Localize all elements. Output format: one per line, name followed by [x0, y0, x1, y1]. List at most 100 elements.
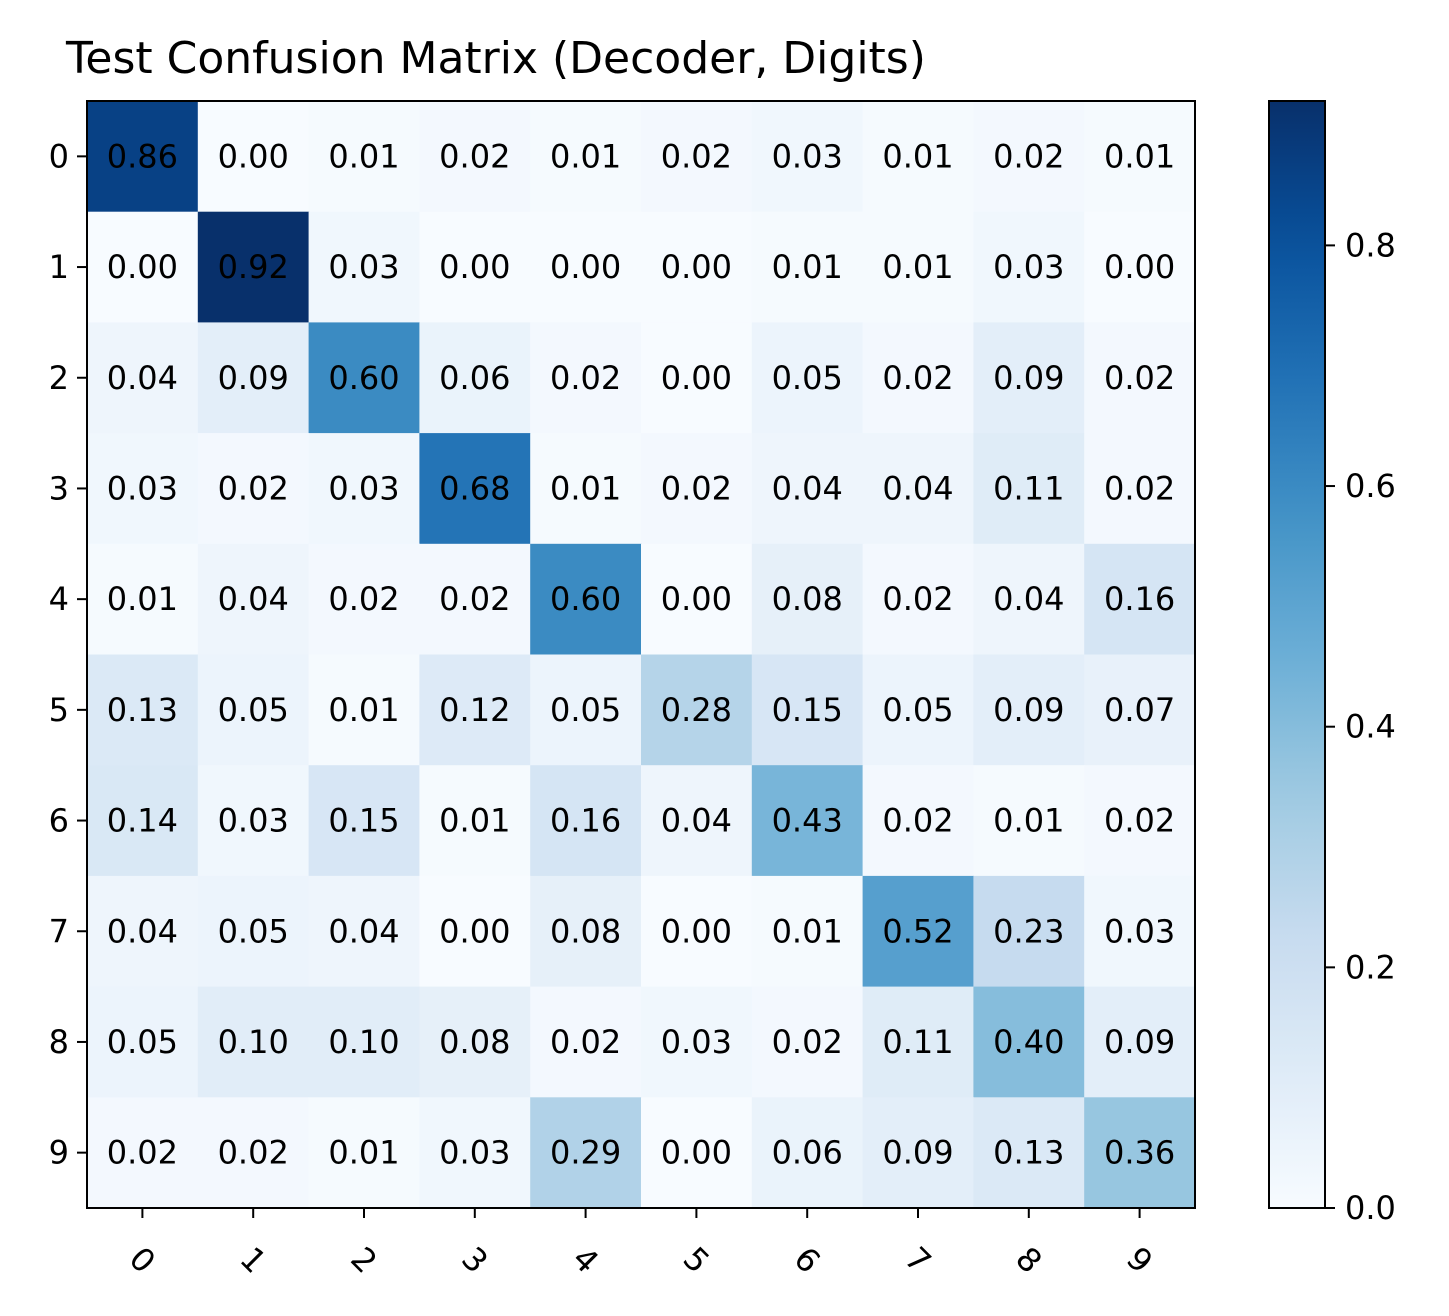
- cell-label-2-0: 0.04: [107, 359, 178, 397]
- cell-label-4-8: 0.04: [993, 580, 1064, 618]
- cell-9-0: [87, 1097, 199, 1209]
- cell-label-7-7: 0.52: [882, 912, 953, 950]
- cell-label-3-6: 0.04: [772, 469, 843, 507]
- cell-label-0-0: 0.86: [107, 137, 178, 175]
- cell-label-0-6: 0.03: [772, 137, 843, 175]
- cell-label-5-5: 0.28: [661, 691, 732, 729]
- cell-label-7-4: 0.08: [550, 912, 621, 950]
- cell-9-1: [197, 1097, 310, 1209]
- cell-label-6-8: 0.01: [993, 802, 1064, 840]
- cell-label-1-8: 0.03: [993, 248, 1064, 286]
- cell-4-9: [1084, 543, 1196, 656]
- colorbar: [1268, 100, 1326, 1209]
- cell-6-0: [87, 765, 199, 877]
- cell-label-6-2: 0.15: [328, 802, 399, 840]
- cell-label-2-8: 0.09: [993, 359, 1064, 397]
- x-tick-label-4: 4: [565, 1239, 606, 1280]
- cell-label-6-9: 0.02: [1104, 802, 1175, 840]
- cell-7-8: [973, 875, 1085, 988]
- cell-3-6: [751, 433, 864, 545]
- cell-3-5: [641, 433, 753, 545]
- cell-3-9: [1084, 433, 1196, 545]
- cell-label-2-9: 0.02: [1104, 359, 1175, 397]
- cell-label-7-2: 0.04: [328, 912, 399, 950]
- cell-label-1-7: 0.01: [882, 248, 953, 286]
- cell-4-5: [641, 543, 753, 656]
- cell-6-5: [641, 765, 753, 877]
- y-tick-label-4: 4: [49, 580, 69, 618]
- cell-label-6-4: 0.16: [550, 802, 621, 840]
- x-tick-label-3: 3: [454, 1239, 495, 1280]
- cell-1-7: [862, 211, 974, 323]
- cell-9-4: [530, 1097, 642, 1209]
- cell-9-9: [1084, 1097, 1196, 1209]
- cell-label-5-3: 0.12: [439, 691, 510, 729]
- cell-2-4: [530, 322, 642, 434]
- cell-2-8: [973, 322, 1085, 434]
- cell-label-0-2: 0.01: [328, 137, 399, 175]
- cell-3-0: [87, 433, 199, 545]
- cell-label-5-2: 0.01: [328, 691, 399, 729]
- cell-label-2-5: 0.00: [661, 359, 732, 397]
- cell-label-7-5: 0.00: [661, 912, 732, 950]
- cell-0-9: [1084, 101, 1196, 213]
- cell-label-7-9: 0.03: [1104, 912, 1175, 950]
- cell-label-4-3: 0.02: [439, 580, 510, 618]
- cell-label-3-8: 0.11: [993, 469, 1064, 507]
- cell-label-7-6: 0.01: [772, 912, 843, 950]
- cell-label-8-6: 0.02: [772, 1023, 843, 1061]
- cell-label-8-4: 0.02: [550, 1023, 621, 1061]
- cell-1-0: [87, 211, 199, 323]
- cell-label-4-9: 0.16: [1104, 580, 1175, 618]
- y-axis: 0 1 2 3 4 5 6 7 8 9: [49, 137, 87, 1172]
- cell-label-3-0: 0.03: [107, 469, 178, 507]
- y-tick-label-2: 2: [49, 359, 69, 397]
- cell-5-3: [419, 654, 531, 766]
- cell-label-3-2: 0.03: [328, 469, 399, 507]
- cell-label-9-8: 0.13: [993, 1134, 1064, 1172]
- cell-2-3: [419, 322, 531, 434]
- x-axis: 0 1 2 3 4 5 6 7 8 9: [122, 1208, 1160, 1281]
- cell-4-2: [308, 543, 420, 656]
- cell-label-4-2: 0.02: [328, 580, 399, 618]
- heatmap-cells: [87, 101, 1196, 1209]
- cell-label-0-8: 0.02: [993, 137, 1064, 175]
- cell-5-1: [197, 654, 310, 766]
- y-tick-label-3: 3: [49, 469, 69, 507]
- cell-label-9-9: 0.36: [1104, 1134, 1175, 1172]
- cell-label-6-6: 0.43: [772, 802, 843, 840]
- cell-2-5: [641, 322, 753, 434]
- cell-1-2: [308, 211, 420, 323]
- cell-8-5: [641, 986, 753, 1098]
- cell-3-4: [530, 433, 642, 545]
- cell-7-7: [862, 875, 974, 988]
- cell-label-1-2: 0.03: [328, 248, 399, 286]
- y-tick-label-9: 9: [49, 1134, 69, 1172]
- cell-label-6-1: 0.03: [218, 802, 289, 840]
- x-tick-label-8: 8: [1008, 1239, 1049, 1280]
- cell-5-4: [530, 654, 642, 766]
- cell-label-4-0: 0.01: [107, 580, 178, 618]
- cell-label-1-1: 0.92: [218, 248, 289, 286]
- cell-7-9: [1084, 875, 1196, 988]
- cell-label-7-0: 0.04: [107, 912, 178, 950]
- cell-5-6: [751, 654, 864, 766]
- cell-label-5-0: 0.13: [107, 691, 178, 729]
- cell-label-3-7: 0.04: [882, 469, 953, 507]
- cell-label-4-6: 0.08: [772, 580, 843, 618]
- cell-label-4-7: 0.02: [882, 580, 953, 618]
- cell-9-3: [419, 1097, 531, 1209]
- cell-label-8-7: 0.11: [882, 1023, 953, 1061]
- cell-2-0: [87, 322, 199, 434]
- cell-9-7: [862, 1097, 974, 1209]
- cell-6-1: [197, 765, 310, 877]
- cell-8-3: [419, 986, 531, 1098]
- cell-5-5: [641, 654, 753, 766]
- x-tick-label-5: 5: [676, 1239, 717, 1280]
- cell-label-3-3: 0.68: [439, 469, 510, 507]
- cell-2-1: [197, 322, 310, 434]
- cell-4-7: [862, 543, 974, 656]
- cell-6-7: [862, 765, 974, 877]
